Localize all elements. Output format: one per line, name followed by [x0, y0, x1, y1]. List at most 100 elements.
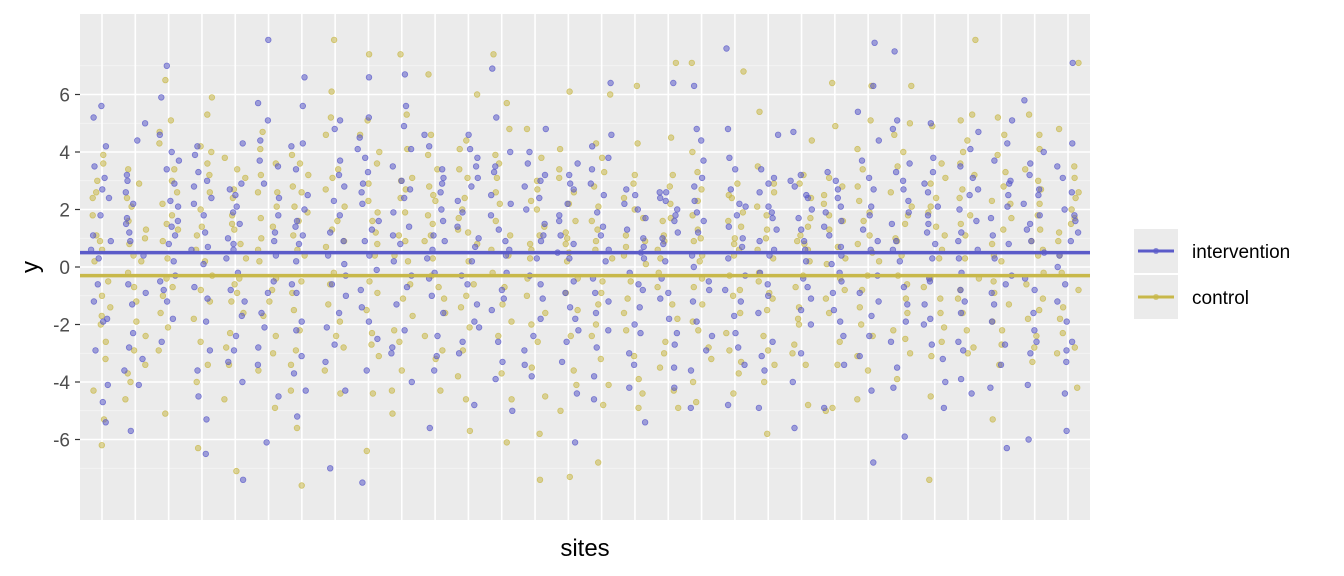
- data-point-intervention: [892, 168, 900, 176]
- data-point-intervention: [928, 341, 935, 348]
- data-point-control: [526, 240, 534, 248]
- data-point-control: [89, 212, 96, 219]
- data-point-intervention: [891, 48, 898, 55]
- data-point-control: [231, 226, 238, 233]
- data-point-control: [194, 444, 202, 452]
- data-point-intervention: [158, 338, 165, 345]
- data-point-control: [409, 312, 416, 320]
- data-point-intervention: [95, 255, 102, 262]
- data-point-control: [198, 223, 205, 230]
- data-point-control: [197, 206, 204, 213]
- data-point-intervention: [923, 229, 931, 236]
- data-point-control: [399, 295, 407, 302]
- data-point-intervention: [254, 99, 262, 107]
- data-point-control: [689, 148, 696, 156]
- data-point-intervention: [804, 283, 811, 291]
- data-point-control: [739, 209, 747, 216]
- data-point-control: [789, 350, 796, 357]
- data-point-control: [595, 203, 602, 210]
- data-point-intervention: [665, 315, 673, 322]
- data-point-intervention: [875, 137, 882, 144]
- data-point-control: [98, 292, 106, 299]
- data-point-intervention: [328, 281, 336, 288]
- data-point-intervention: [471, 401, 478, 409]
- data-point-control: [893, 375, 901, 383]
- data-point-control: [376, 148, 383, 156]
- data-point-intervention: [1063, 318, 1070, 325]
- data-point-intervention: [927, 315, 934, 322]
- data-point-intervention: [890, 384, 897, 391]
- data-point-control: [328, 88, 335, 95]
- data-point-intervention: [495, 338, 502, 345]
- data-point-intervention: [440, 309, 447, 317]
- data-point-intervention: [474, 174, 481, 182]
- data-point-intervention: [201, 229, 209, 236]
- y-axis-tick-labels: -6 -4 -2 0 2 4 6: [53, 86, 70, 452]
- data-point-intervention: [1026, 220, 1034, 228]
- data-point-intervention: [828, 260, 835, 268]
- data-point-control: [271, 404, 279, 412]
- data-point-control: [337, 390, 344, 397]
- data-point-intervention: [725, 255, 732, 262]
- data-point-intervention: [101, 174, 108, 182]
- data-point-intervention: [127, 427, 134, 435]
- data-point-control: [142, 226, 150, 233]
- data-point-intervention: [590, 396, 598, 403]
- data-point-intervention: [1008, 117, 1016, 124]
- data-point-intervention: [566, 171, 573, 179]
- data-point-intervention: [121, 367, 128, 374]
- y-tick-label: -2: [53, 316, 70, 337]
- data-point-intervention: [700, 217, 707, 225]
- data-point-intervention: [472, 163, 480, 170]
- data-point-control: [620, 309, 628, 317]
- data-point-intervention: [335, 309, 343, 317]
- data-point-control: [698, 186, 705, 193]
- data-point-control: [761, 378, 768, 386]
- data-point-intervention: [125, 281, 132, 288]
- data-point-control: [322, 131, 330, 138]
- data-point-intervention: [656, 189, 663, 196]
- data-point-control: [794, 315, 802, 322]
- data-point-intervention: [257, 137, 264, 144]
- data-point-control: [432, 197, 439, 205]
- data-point-intervention: [541, 220, 548, 228]
- data-point-intervention: [901, 433, 908, 440]
- data-point-control: [1068, 206, 1075, 213]
- data-point-intervention: [459, 338, 466, 345]
- data-point-control: [961, 255, 969, 262]
- data-point-control: [737, 309, 744, 317]
- data-point-control: [322, 186, 329, 193]
- data-point-control: [257, 171, 265, 179]
- data-point-intervention: [870, 459, 877, 466]
- data-point-intervention: [204, 295, 211, 302]
- data-point-intervention: [773, 226, 780, 233]
- data-point-control: [829, 404, 836, 412]
- data-point-intervention: [906, 160, 913, 167]
- data-point-control: [729, 292, 737, 299]
- data-point-intervention: [896, 258, 903, 265]
- data-point-control: [336, 318, 344, 325]
- data-point-intervention: [573, 390, 581, 397]
- data-point-intervention: [605, 298, 612, 305]
- data-point-control: [854, 183, 861, 190]
- data-point-intervention: [1054, 298, 1061, 305]
- data-point-intervention: [566, 255, 573, 262]
- data-point-control: [656, 364, 664, 371]
- data-points: [87, 36, 1082, 489]
- data-point-control: [672, 59, 680, 67]
- data-point-control: [499, 301, 506, 308]
- data-point-intervention: [542, 125, 549, 133]
- data-point-control: [902, 295, 910, 302]
- data-point-intervention: [365, 74, 373, 81]
- data-point-intervention: [135, 381, 142, 389]
- data-point-intervention: [438, 180, 446, 187]
- data-point-intervention: [271, 229, 279, 236]
- data-point-intervention: [364, 168, 372, 176]
- data-point-control: [864, 367, 872, 374]
- data-point-control: [288, 151, 296, 159]
- data-point-intervention: [342, 292, 350, 299]
- data-point-control: [994, 151, 1001, 159]
- data-point-intervention: [127, 237, 134, 245]
- data-point-control: [527, 197, 535, 205]
- data-point-intervention: [293, 289, 300, 297]
